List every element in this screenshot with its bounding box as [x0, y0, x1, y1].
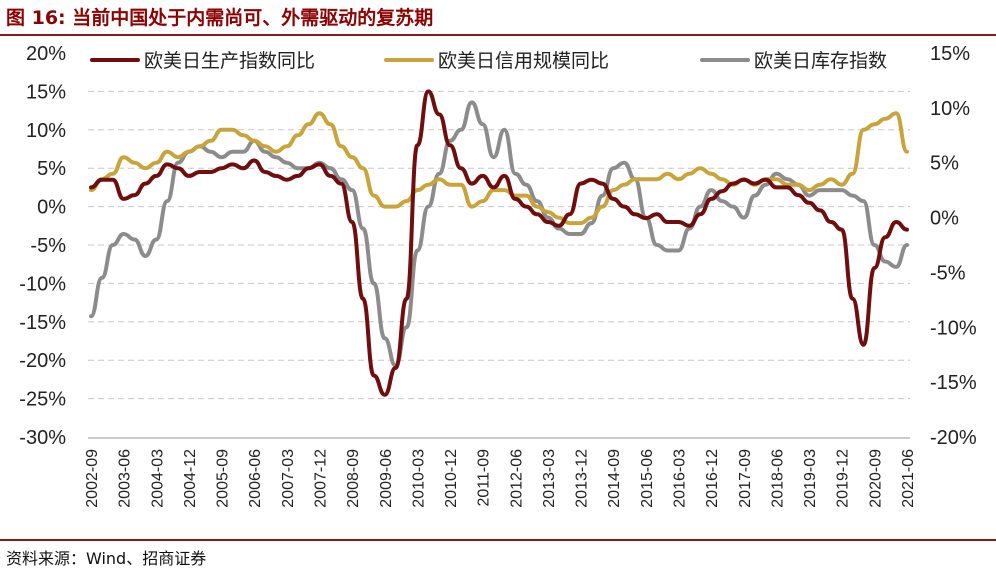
right-axis-tick-label: -10%	[930, 317, 977, 339]
legend-label: 欧美日生产指数同比	[144, 50, 315, 72]
right-axis-ticks: 15% 10% 5% 0% -5% -10% -15% -20%	[930, 43, 977, 449]
legend-label: 欧美日库存指数	[754, 50, 887, 72]
x-axis-tick-label: 2015-06	[639, 449, 656, 508]
x-axis-tick-label: 2004-12	[182, 449, 199, 508]
right-axis-tick-label: -20%	[930, 427, 977, 449]
left-axis-tick-label: -15%	[19, 312, 66, 334]
gridlines	[88, 90, 910, 400]
left-axis-tick-label: 5%	[37, 158, 66, 180]
x-axis-tick-label: 2016-03	[672, 449, 689, 508]
x-axis-tick-label: 2020-09	[867, 449, 884, 508]
left-axis-tick-label: -20%	[19, 350, 66, 372]
series-line-1	[89, 89, 909, 397]
right-axis-tick-label: -15%	[930, 372, 977, 394]
left-axis-tick-label: 0%	[37, 197, 66, 219]
left-axis-tick-label: 20%	[26, 43, 66, 65]
left-axis-tick-label: -10%	[19, 273, 66, 295]
x-axis-tick-label: 2019-12	[835, 449, 852, 508]
x-axis-tick-label: 2019-03	[802, 449, 819, 508]
x-axis-tick-label: 2012-06	[508, 449, 525, 508]
x-axis: 2002-09 2003-06 2004-03 2004-12 2005-09 2006-…	[84, 437, 917, 508]
series-lines	[89, 89, 909, 397]
x-axis-tick-label: 2013-03	[541, 449, 558, 508]
x-axis-tick-label: 2013-12	[574, 449, 591, 508]
x-axis-tick-label: 2014-09	[606, 449, 623, 508]
source-divider	[0, 539, 996, 541]
left-axis-tick-label: -5%	[30, 235, 66, 257]
left-axis-tick-label: 10%	[26, 120, 66, 142]
x-axis-tick-label: 2010-12	[443, 449, 460, 508]
right-axis-tick-label: 0%	[930, 208, 959, 230]
x-axis-tick-label: 2021-06	[900, 449, 917, 508]
right-axis-tick-label: 10%	[930, 98, 970, 120]
right-axis-tick-label: -5%	[930, 262, 966, 284]
x-axis-tick-label: 2004-03	[149, 449, 166, 508]
x-axis-tick-label: 2003-06	[117, 449, 134, 508]
left-axis-ticks: 20% 15% 10% 5% 0% -5% -10% -15% -20% -25% -30%	[19, 43, 66, 449]
left-axis-tick-label: 15%	[26, 81, 66, 103]
series-line-2	[89, 111, 909, 226]
title-divider	[0, 34, 996, 36]
x-axis-tick-label: 2008-09	[345, 449, 362, 508]
left-axis-tick-label: -25%	[19, 389, 66, 411]
x-axis-tick-label: 2007-12	[312, 449, 329, 508]
figure-title: 图 16: 当前中国处于内需尚可、外需驱动的复苏期	[6, 7, 434, 29]
left-axis-tick-label: -30%	[19, 427, 66, 449]
right-axis-tick-label: 15%	[930, 43, 970, 65]
x-axis-tick-label: 2006-06	[247, 449, 264, 508]
x-axis-tick-label: 2016-12	[704, 449, 721, 508]
x-axis-tick-label: 2005-09	[215, 449, 232, 508]
x-axis-tick-label: 2010-03	[410, 449, 427, 508]
x-axis-tick-label: 2002-09	[84, 449, 101, 508]
x-axis-tick-label: 2017-09	[737, 449, 754, 508]
x-axis-tick-label: 2007-03	[280, 449, 297, 508]
right-axis-tick-label: 5%	[930, 153, 959, 175]
source-note: 资料来源：Wind、招商证券	[6, 549, 207, 568]
x-axis-tick-label: 2018-06	[769, 449, 786, 508]
x-axis-tick-label: 2009-06	[378, 449, 395, 508]
legend: 欧美日生产指数同比 欧美日信用规模同比 欧美日库存指数	[90, 50, 887, 72]
x-axis-tick-label: 2011-09	[476, 449, 493, 507]
legend-label: 欧美日信用规模同比	[438, 50, 609, 72]
